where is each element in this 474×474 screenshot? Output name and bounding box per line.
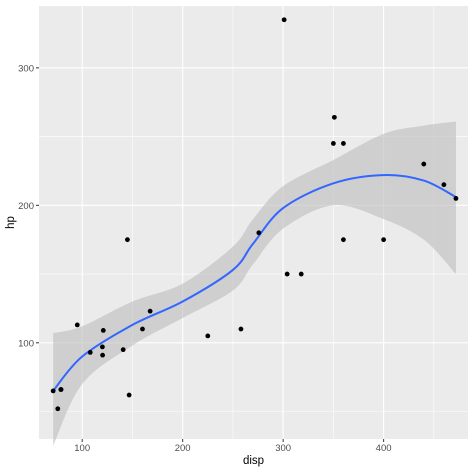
confidence-ribbon [53,121,456,446]
data-point [381,237,387,243]
data-point [284,271,290,277]
points-layer [50,17,459,412]
x-tick-label: 200 [175,443,191,454]
y-tick-label: 100 [18,338,34,349]
data-point [125,237,130,243]
x-axis-ticks: 100 200 300 400 [74,439,392,454]
data-point [120,347,126,353]
data-point [99,344,105,350]
x-tick-label: 300 [275,443,291,454]
x-tick-label: 100 [74,443,90,454]
data-point [441,182,447,188]
data-point [50,388,56,394]
data-point [341,141,346,146]
y-axis-ticks: 100 200 300 [18,63,39,349]
data-point [87,350,93,355]
data-point [298,271,304,277]
data-point [205,333,211,339]
y-tick-label: 200 [18,201,34,212]
data-point [58,387,64,392]
data-point [256,230,262,236]
data-point [421,161,427,167]
x-axis-title: disp [243,455,264,467]
y-tick-label: 300 [18,63,34,74]
data-point [147,308,153,314]
data-point [100,328,106,333]
x-tick-label: 400 [376,443,392,454]
data-point [453,196,459,201]
data-point [140,326,145,332]
data-point [238,326,244,332]
data-point [281,17,287,23]
data-point [341,237,346,243]
data-point [331,114,337,120]
data-point [126,392,132,398]
data-point [74,322,80,328]
data-point [330,141,336,146]
y-axis-title: hp [5,216,17,229]
data-point [55,406,61,412]
data-point [100,352,105,358]
smooth-line [52,174,457,392]
